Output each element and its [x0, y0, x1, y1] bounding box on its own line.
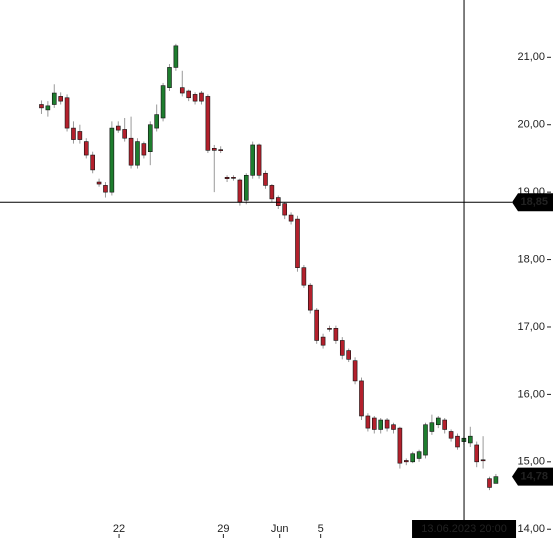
candle-body: [243, 174, 249, 201]
candle-body: [231, 177, 236, 179]
candle-body: [493, 476, 499, 484]
candle-body: [378, 419, 383, 430]
candle-body: [167, 67, 172, 88]
candle-body: [346, 350, 351, 360]
candle-body: [58, 96, 63, 102]
candle-body: [442, 419, 447, 430]
candle-body: [160, 85, 166, 119]
candle-body: [371, 417, 377, 430]
candle-body: [339, 340, 345, 356]
y-tick-label: 20,00: [517, 119, 545, 131]
candle-body: [51, 92, 57, 105]
candle-body: [359, 380, 364, 417]
candle-body: [263, 172, 268, 186]
candle-body: [397, 427, 403, 464]
y-tick-label: 15,00: [517, 456, 545, 468]
candle-body: [135, 141, 140, 166]
candle-body: [275, 197, 281, 206]
candle-body: [122, 129, 127, 139]
last-price-box: [512, 467, 553, 486]
candle-body: [365, 415, 371, 429]
y-tick-label: 21,00: [517, 51, 545, 63]
candle-body: [467, 435, 473, 444]
x-tick-label: 5: [318, 523, 324, 535]
candle-body: [448, 431, 454, 439]
y-tick-label: 16,00: [517, 388, 545, 400]
candle-body: [455, 435, 460, 448]
candle-body: [64, 97, 70, 129]
candle-body: [83, 141, 89, 156]
candle-body: [71, 127, 76, 140]
candle-body: [96, 181, 102, 185]
candle-body: [333, 328, 339, 341]
candle-body: [384, 419, 390, 429]
x-tick-label: 22: [113, 523, 125, 535]
candle-body: [320, 336, 326, 346]
candle-body: [487, 478, 492, 488]
y-tick-label: 14,00: [517, 523, 545, 535]
candle-body: [141, 143, 147, 156]
candle-body: [211, 148, 217, 151]
candle-body: [90, 154, 95, 171]
last-price-label: 14,78: [520, 471, 548, 483]
candle-body: [269, 185, 275, 200]
candle-body: [103, 185, 108, 193]
candle-body: [154, 114, 159, 129]
y-tick-label: 18,00: [517, 253, 545, 265]
candle-body: [301, 267, 307, 286]
candle-body: [192, 94, 198, 102]
x-tick-label: Jun: [271, 523, 289, 535]
x-tick-label: 29: [217, 523, 229, 535]
y-tick-label: 17,00: [517, 321, 545, 333]
candle-body: [256, 144, 262, 176]
candle-body: [45, 105, 51, 111]
candle-body: [115, 125, 121, 131]
candle-body: [147, 124, 153, 152]
candle-body: [327, 328, 332, 330]
candle-body: [314, 309, 319, 341]
candle-body: [423, 424, 428, 456]
candle-body: [288, 214, 294, 222]
crosshair-x-box: [412, 520, 517, 538]
candle-body: [205, 96, 211, 151]
candle-body: [224, 177, 230, 179]
candle-body: [403, 460, 409, 463]
candle-body: [186, 90, 191, 99]
candle-body: [282, 203, 287, 216]
candle-body: [173, 45, 179, 68]
candle-body: [250, 144, 255, 176]
candle-body: [199, 92, 204, 102]
candle-body: [109, 127, 115, 193]
candle-body: [39, 104, 44, 109]
candle-body: [410, 453, 415, 463]
candle-body: [391, 424, 396, 430]
crosshair-x-label: 13.06.2023 20:00: [421, 523, 507, 535]
candle-body: [179, 87, 185, 94]
candle-body: [237, 179, 243, 203]
candle-body: [480, 459, 486, 462]
candle-body: [77, 131, 83, 140]
candle-body: [295, 218, 300, 268]
crosshair-y-label: 18,85: [520, 196, 548, 208]
candle-body: [352, 360, 358, 382]
candle-body: [435, 417, 441, 426]
candle-body: [474, 444, 479, 463]
candle-body: [218, 149, 223, 151]
candle-body: [429, 422, 435, 432]
candle-body: [307, 284, 313, 311]
candle-body: [416, 451, 422, 459]
crosshair-y-box: [512, 193, 553, 212]
candle-body: [128, 137, 134, 166]
